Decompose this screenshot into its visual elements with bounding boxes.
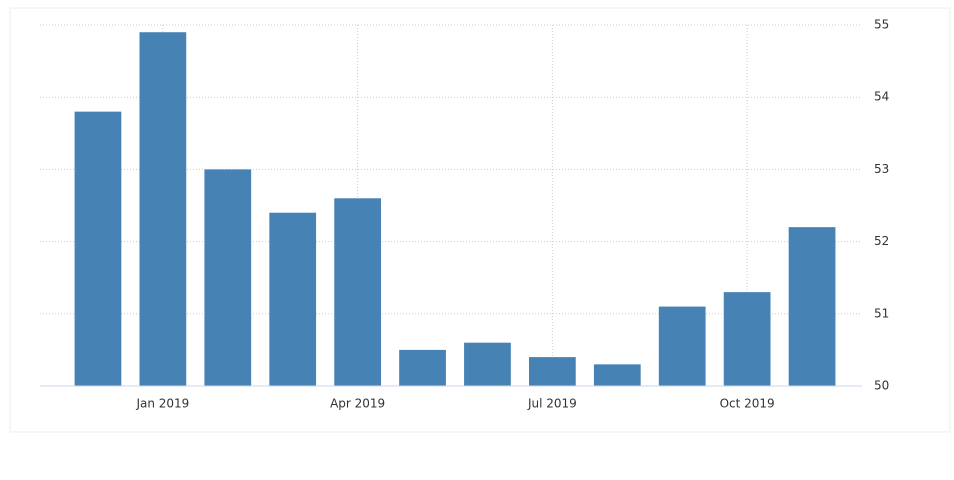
bar — [334, 198, 381, 386]
bar — [464, 342, 511, 386]
bar — [593, 364, 641, 386]
x-tick-label: Jul 2019 — [527, 397, 577, 411]
y-tick-label: 50 — [874, 379, 889, 393]
bar — [788, 227, 836, 386]
bar — [723, 292, 771, 386]
y-tick-label: 53 — [874, 162, 889, 176]
x-tick-label: Apr 2019 — [330, 397, 385, 411]
bar — [269, 212, 317, 386]
bar — [399, 349, 446, 386]
y-tick-label: 51 — [874, 306, 889, 320]
y-tick-label: 54 — [874, 90, 889, 104]
bar — [204, 169, 252, 386]
y-tick-label: 55 — [874, 18, 889, 32]
bar — [658, 306, 706, 386]
y-tick-label: 52 — [874, 234, 889, 248]
bar — [529, 357, 576, 386]
x-tick-label: Oct 2019 — [720, 397, 775, 411]
x-tick-label: Jan 2019 — [135, 397, 189, 411]
bar — [139, 32, 187, 386]
bar — [74, 111, 122, 386]
